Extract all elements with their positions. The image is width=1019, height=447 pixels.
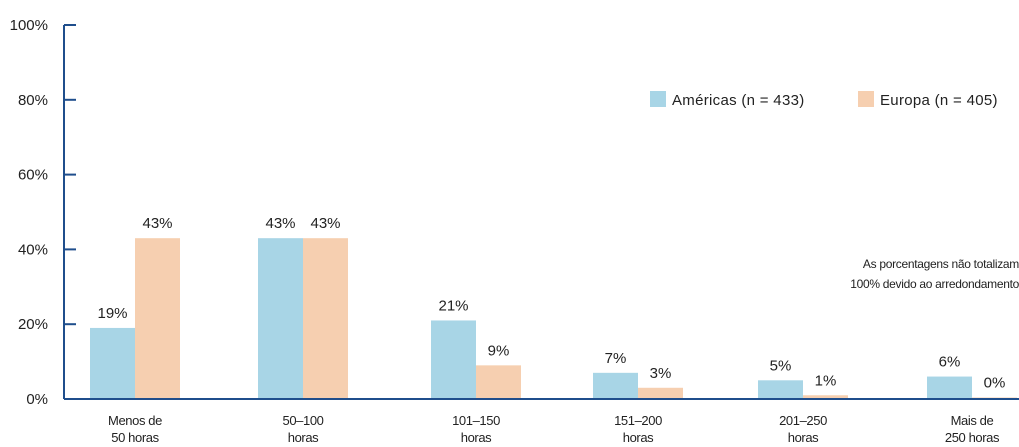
bar-data-label: 5%: [770, 357, 792, 374]
bar-series2: [476, 365, 521, 399]
x-category-label: horas: [623, 430, 654, 445]
x-category-label: horas: [461, 430, 492, 445]
y-tick-label: 100%: [10, 17, 48, 34]
bar-series1: [431, 320, 476, 399]
bar-series1: [593, 372, 638, 399]
bar-data-label: 7%: [605, 350, 627, 367]
y-tick-label: 40%: [18, 241, 48, 258]
bar-data-label: 9%: [488, 342, 510, 359]
x-category-label: 50–100: [283, 413, 324, 428]
x-category-label: horas: [788, 430, 819, 445]
data-labels: 19% 43% 21% 7% 5% 6% 43% 43% 9% 3% 1% 0%: [97, 215, 1005, 391]
bar-series2: [135, 238, 180, 399]
y-tick-label: 0%: [26, 391, 48, 408]
bar-series2: [803, 395, 848, 399]
bar-data-label: 21%: [438, 297, 468, 314]
note-line: 100% devido ao arredondamento: [850, 277, 1019, 291]
y-tick-label: 60%: [18, 167, 48, 184]
bar-series1: [758, 380, 803, 399]
bar-series2: [638, 387, 683, 399]
legend-swatch: [650, 91, 666, 107]
legend-swatch: [858, 91, 874, 107]
x-category-label: 201–250: [779, 413, 827, 428]
x-category-label: 101–150: [452, 413, 500, 428]
bar-data-label: 19%: [97, 305, 127, 322]
bar-series1: [90, 327, 135, 399]
y-tick-label: 80%: [18, 92, 48, 109]
bar-data-label: 1%: [815, 372, 837, 389]
bar-series2: [303, 238, 348, 399]
bar-data-label: 43%: [265, 215, 295, 232]
x-category-label: Mais de: [951, 413, 994, 428]
x-axis: Menos de 50 horas 50–100 horas 101–150 horas 1…: [64, 398, 1019, 445]
bar-data-label: 0%: [984, 375, 1006, 392]
bar-series1: [258, 238, 303, 399]
bar-data-label: 3%: [650, 365, 672, 382]
note-line: As porcentagens não totalizam: [863, 257, 1019, 271]
rounding-note: As porcentagens não totalizam 100% devido…: [850, 257, 1019, 291]
bar-data-label: 43%: [142, 215, 172, 232]
y-tick-label: 20%: [18, 316, 48, 333]
legend-label: Américas (n = 433): [672, 92, 805, 109]
x-category-label: 50 horas: [111, 430, 159, 445]
x-category-label: horas: [288, 430, 319, 445]
x-category-label: 250 horas: [945, 430, 1000, 445]
legend-label: Europa (n = 405): [880, 92, 998, 109]
bar-data-label: 43%: [310, 215, 340, 232]
y-axis: 0% 20% 40% 60% 80% 100%: [10, 17, 76, 408]
bar-data-label: 6%: [939, 354, 961, 371]
x-category-label: 151–200: [614, 413, 662, 428]
legend: Américas (n = 433) Europa (n = 405): [650, 91, 998, 109]
x-category-label: Menos de: [108, 413, 162, 428]
bars: [90, 238, 1017, 399]
bar-series1: [927, 376, 972, 399]
